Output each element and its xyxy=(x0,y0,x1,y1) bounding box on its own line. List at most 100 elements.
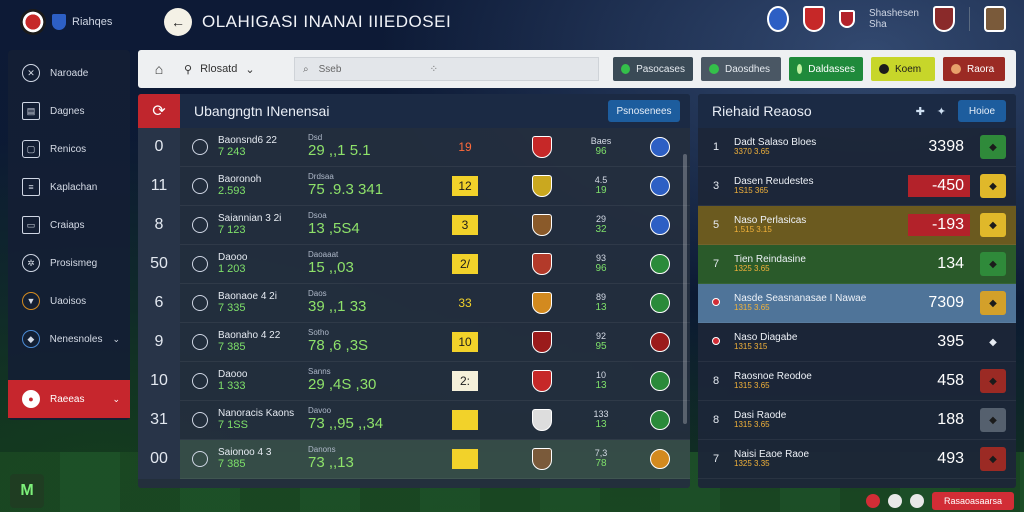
team-name: Nanoracis Kaons 7 1SS xyxy=(218,408,295,432)
crest-icon[interactable] xyxy=(984,6,1006,32)
status-square-icon[interactable]: ◆ xyxy=(980,369,1006,393)
rank xyxy=(698,336,734,348)
plus-icon[interactable]: ✚ xyxy=(915,105,925,118)
player-row[interactable]: 7 Tien Reindasine 1325 3.65 134 ◆ xyxy=(698,245,1016,284)
back-icon[interactable]: ← xyxy=(164,8,192,36)
sidebar-item-active[interactable]: ● Raeeas ⌄ xyxy=(8,380,130,418)
club-badge-icon[interactable] xyxy=(650,176,670,196)
right-header: Riehaid Reaoso ✚ ✦ Hoioe xyxy=(698,94,1016,128)
club-badge-icon[interactable] xyxy=(650,137,670,157)
sidebar-item-5[interactable]: ✲ Prosismeg xyxy=(8,244,130,282)
sidebar-item-0[interactable]: ✕ Naroade xyxy=(8,54,130,92)
points-badge: 2: xyxy=(452,371,478,391)
status-square-icon[interactable]: ◆ xyxy=(980,174,1006,198)
status-square-icon[interactable]: ◆ xyxy=(980,213,1006,237)
player-row[interactable]: 7 Naisi Eaoe Raoe 1325 3.35 493 ◆ xyxy=(698,440,1016,479)
brand[interactable]: Riahqes xyxy=(20,9,140,35)
status-square-icon[interactable]: ◆ xyxy=(989,336,997,348)
record-icon[interactable] xyxy=(866,494,880,508)
team-stat: Sotho 78 ,6 ,3S xyxy=(308,328,369,355)
toolbar-button-3[interactable]: Daldasses xyxy=(789,57,863,81)
status-square-icon[interactable]: ◆ xyxy=(980,252,1006,276)
help-icon[interactable] xyxy=(910,494,924,508)
player-score: -193 xyxy=(908,214,970,236)
player-name: Naso Diagabe 1315 315 xyxy=(734,332,798,352)
bottom-pill-button[interactable]: Rasaoasaarsa xyxy=(932,492,1014,510)
player-row[interactable]: 1 Dadt Salaso Bloes 3370 3.65 3398 ◆ xyxy=(698,128,1016,167)
club-badge-icon[interactable] xyxy=(650,293,670,313)
scrollbar[interactable] xyxy=(683,154,687,424)
toolbar-button-4[interactable]: Koem xyxy=(871,57,935,81)
status-square-icon[interactable]: ◆ xyxy=(980,447,1006,471)
star-icon[interactable]: ✦ xyxy=(936,105,946,118)
toolbar-button-2[interactable]: Daosdhes xyxy=(701,57,781,81)
toolbar-button-1[interactable]: Pasocases xyxy=(613,57,693,81)
club-icon: ● xyxy=(22,390,40,408)
crest-icon[interactable] xyxy=(802,6,825,32)
player-row[interactable]: 8 Dasi Raode 1315 3.65 188 ◆ xyxy=(698,401,1016,440)
club-badge-icon[interactable] xyxy=(650,371,670,391)
table-row[interactable]: 00 Saionoo 4 3 7 385 Danons 73 ,,13 7,3 … xyxy=(138,439,690,479)
player-name: Raosnoe Reodoe 1315 3.65 xyxy=(734,371,812,391)
table-row[interactable]: 0 Baonsnd6 22 7 243 Dsd 29 ,,1 5.1 19 Ba… xyxy=(138,127,690,167)
player-name: Dasi Raode 1315 3.65 xyxy=(734,410,787,430)
sidebar-item-label: Craiaps xyxy=(50,219,85,231)
player-row[interactable]: 8 Raosnoe Reodoe 1315 3.65 458 ◆ xyxy=(698,362,1016,401)
team-stat: Davoo 73 ,,95 ,,34 xyxy=(308,406,384,433)
player-score: -450 xyxy=(908,175,970,197)
sidebar-item-2[interactable]: ▢ Renicos xyxy=(8,130,130,168)
table-row[interactable]: 9 Baonaho 4 22 7 385 Sotho 78 ,6 ,3S 10 … xyxy=(138,322,690,362)
mini-stat: 92 95 xyxy=(595,330,607,353)
settings-icon[interactable] xyxy=(888,494,902,508)
app-switch-button[interactable]: M xyxy=(10,474,44,508)
right-action-button[interactable]: Hoioe xyxy=(958,100,1006,122)
table-row[interactable]: 10 Daooo 1 333 Sanns 29 ,4S ,30 2: 10 13 xyxy=(138,361,690,401)
team-name: Saionoo 4 3 7 385 xyxy=(218,447,272,471)
sidebar-item-7[interactable]: ◆ Nenesnoles ⌄ xyxy=(8,320,130,358)
rank: 3 xyxy=(712,180,720,192)
sidebar-item-1[interactable]: ▤ Dagnes xyxy=(8,92,130,130)
points-badge xyxy=(452,410,478,430)
player-row[interactable]: Naso Diagabe 1315 315 395 ◆ xyxy=(698,323,1016,362)
club-badge-icon[interactable] xyxy=(650,332,670,352)
row-number: 9 xyxy=(138,322,180,362)
sidebar-item-3[interactable]: ≡ Kaplachan xyxy=(8,168,130,206)
team-stat: Danons 73 ,,13 xyxy=(308,445,354,472)
main-panel: ⟳ Ubangngtn INenensai Psnosenees 0 Baons… xyxy=(138,94,690,488)
team-stat: Sanns 29 ,4S ,30 xyxy=(308,367,377,394)
main-action-button[interactable]: Psnosenees xyxy=(608,100,680,122)
search-input[interactable]: ⌕ Sseb ⁘ xyxy=(294,57,599,81)
page-title: OLAHIGASI INANAI IIIEDOSEI xyxy=(202,12,452,31)
crest-icon[interactable] xyxy=(766,6,789,32)
player-row[interactable]: 3 Dasen Reudestes 1S15 365 -450 ◆ xyxy=(698,167,1016,206)
points-badge: 3 xyxy=(452,215,478,235)
filter-select[interactable]: ⚲ Rlosatd ⌄ xyxy=(184,63,255,76)
table-row[interactable]: 11 Baoronoh 2.593 Drdsaa 75 .9.3 341 12 … xyxy=(138,166,690,206)
status-square-icon[interactable]: ◆ xyxy=(980,135,1006,159)
table-row[interactable]: 6 Baonaoe 4 2i 7 335 Daos 39 ,,1 33 33 8… xyxy=(138,283,690,323)
table-row[interactable]: 50 Daooo 1 203 Daoaaat 15 ,,03 2/ 93 96 xyxy=(138,244,690,284)
club-badge-icon[interactable] xyxy=(650,410,670,430)
crest-icon[interactable] xyxy=(838,10,855,28)
home-icon[interactable]: ⌂ xyxy=(154,61,164,77)
sidebar-item-label: Renicos xyxy=(50,143,87,155)
team-stat: Dsoa 13 ,5S4 xyxy=(308,211,360,238)
player-row[interactable]: Nasde Seasnanasae I Nawae 1315 3.65 7309… xyxy=(698,284,1016,323)
table-row[interactable]: 8 Saiannian 3 2i 7 123 Dsoa 13 ,5S4 3 29… xyxy=(138,205,690,245)
club-badge-icon[interactable] xyxy=(650,215,670,235)
player-score: 458 xyxy=(937,372,964,389)
club-badge-icon[interactable] xyxy=(650,254,670,274)
toolbar-button-5[interactable]: Raora xyxy=(943,57,1005,81)
player-row[interactable]: 5 Naso Perlasicas 1.515 3.15 -193 ◆ xyxy=(698,206,1016,245)
sidebar-item-6[interactable]: ▼ Uaoisos xyxy=(8,282,130,320)
status-square-icon[interactable]: ◆ xyxy=(980,291,1006,315)
sidebar-item-4[interactable]: ▭ Craiaps xyxy=(8,206,130,244)
team-icon xyxy=(192,412,208,428)
table-row[interactable]: 31 Nanoracis Kaons 7 1SS Davoo 73 ,,95 ,… xyxy=(138,400,690,440)
club-badge-icon[interactable] xyxy=(650,449,670,469)
status-square-icon[interactable]: ◆ xyxy=(980,408,1006,432)
refresh-icon[interactable]: ⟳ xyxy=(138,94,180,128)
bottom-controls: Rasaoasaarsa xyxy=(866,492,1014,510)
team-name: Daooo 1 333 xyxy=(218,369,248,393)
crest-icon[interactable] xyxy=(933,6,955,32)
